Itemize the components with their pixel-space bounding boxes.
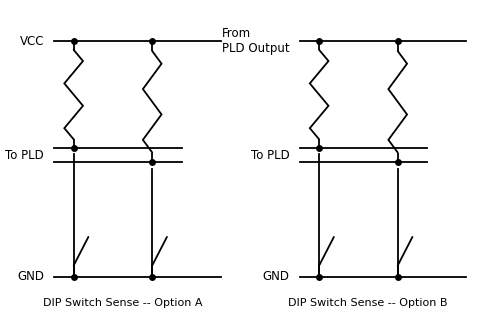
Text: VCC: VCC <box>20 35 44 48</box>
Text: To PLD: To PLD <box>5 149 44 162</box>
Text: To PLD: To PLD <box>251 149 290 162</box>
Text: GND: GND <box>17 270 44 283</box>
Text: DIP Switch Sense -- Option A: DIP Switch Sense -- Option A <box>43 299 202 308</box>
Text: GND: GND <box>263 270 290 283</box>
Text: DIP Switch Sense -- Option B: DIP Switch Sense -- Option B <box>289 299 448 308</box>
Text: From
PLD Output: From PLD Output <box>222 27 290 55</box>
